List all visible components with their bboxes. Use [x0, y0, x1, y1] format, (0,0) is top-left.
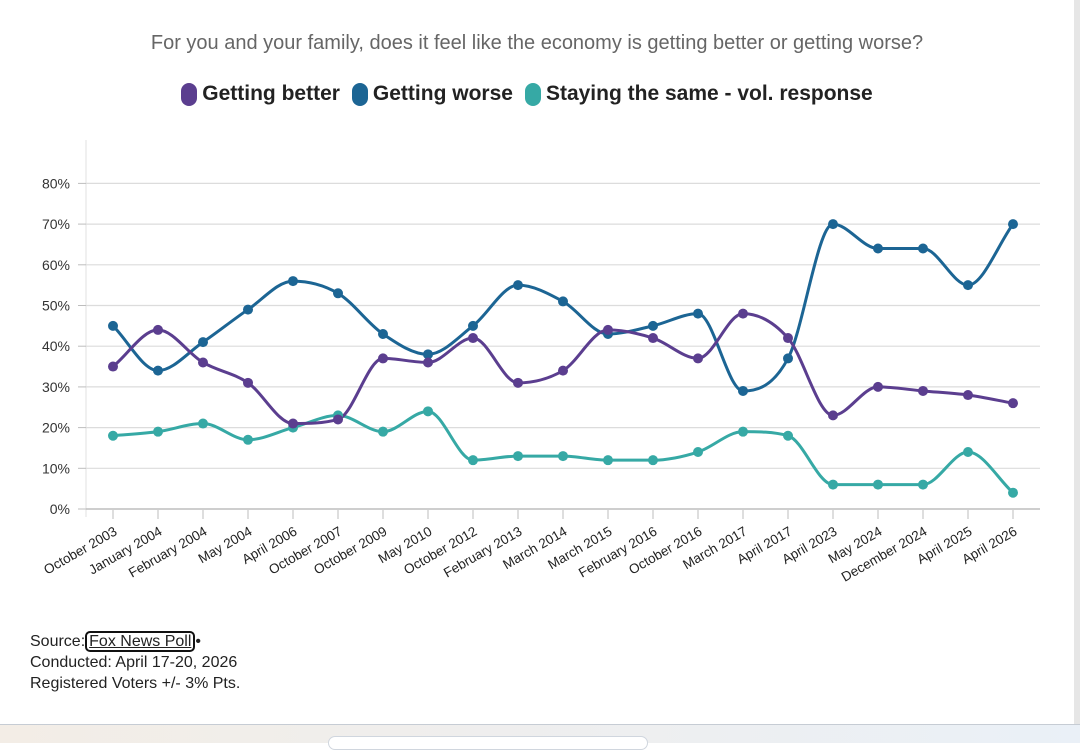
data-point — [558, 365, 568, 376]
legend-label: Getting better — [202, 82, 340, 105]
data-point — [198, 357, 208, 368]
data-point — [378, 353, 388, 364]
data-point — [648, 333, 658, 344]
legend-label: Staying the same - vol. response — [545, 82, 873, 105]
y-tick-label: 50% — [42, 298, 70, 314]
sample-note: Registered Voters +/- 3% Pts. — [30, 675, 241, 692]
data-point — [873, 243, 883, 254]
data-point — [963, 280, 973, 291]
data-point — [828, 479, 838, 490]
data-point — [153, 426, 163, 437]
data-point — [918, 243, 928, 254]
source-block: Source: Fox News Poll • Conducted: April 1… — [30, 631, 240, 694]
y-tick-label: 0% — [50, 501, 70, 517]
series-line — [111, 222, 1015, 393]
data-point — [153, 324, 163, 335]
data-point — [603, 455, 613, 466]
legend-item[interactable]: Staying the same - vol. response — [524, 82, 873, 106]
data-point — [693, 353, 703, 364]
data-point — [828, 410, 838, 421]
data-point — [558, 296, 568, 307]
data-point — [513, 377, 523, 388]
data-point — [693, 447, 703, 458]
y-tick-label: 10% — [42, 460, 70, 476]
data-point — [423, 406, 433, 417]
data-point — [738, 308, 748, 319]
data-point — [783, 353, 793, 364]
legend-item[interactable]: Getting better — [181, 82, 340, 106]
data-point — [603, 324, 613, 335]
data-point — [783, 430, 793, 441]
data-point — [1008, 398, 1018, 409]
data-point — [468, 455, 478, 466]
data-point — [648, 455, 658, 466]
data-point — [1008, 487, 1018, 498]
source-bullet: • — [195, 633, 201, 650]
data-point — [873, 381, 883, 392]
data-point — [243, 434, 253, 445]
legend: Getting better Getting worse Staying the s… — [0, 82, 1054, 106]
data-point — [288, 276, 298, 287]
data-point — [918, 479, 928, 490]
legend-label: Getting worse — [372, 82, 513, 105]
data-point — [918, 385, 928, 396]
data-point — [738, 385, 748, 396]
chart-title: For you and your family, does it feel li… — [150, 32, 924, 54]
y-tick-label: 30% — [42, 379, 70, 395]
y-tick-label: 60% — [42, 257, 70, 273]
legend-swatch — [351, 82, 368, 106]
data-point — [243, 377, 253, 388]
data-point — [198, 418, 208, 429]
chart-plot: 0%10%20%30%40%50%60%70%80%October 2003Ja… — [41, 140, 1040, 585]
data-point — [243, 304, 253, 315]
bottom-pill[interactable] — [328, 736, 648, 750]
legend-swatch — [524, 82, 541, 106]
scrollbar-track[interactable] — [1074, 0, 1080, 724]
legend-swatch — [181, 82, 198, 106]
bottom-bar — [0, 724, 1080, 743]
data-point — [468, 333, 478, 344]
data-point — [738, 426, 748, 437]
data-point — [828, 219, 838, 230]
data-point — [513, 451, 523, 462]
data-point — [873, 479, 883, 490]
data-point — [783, 333, 793, 344]
data-point — [153, 365, 163, 376]
source-label: Source: — [30, 633, 86, 650]
data-point — [963, 447, 973, 458]
data-point — [1008, 219, 1018, 230]
source-link[interactable]: Fox News Poll — [85, 631, 196, 652]
data-point — [513, 280, 523, 291]
source-line: Source: Fox News Poll • — [30, 631, 240, 652]
data-point — [558, 451, 568, 462]
data-point — [648, 320, 658, 331]
data-point — [423, 349, 433, 360]
data-point — [423, 357, 433, 368]
y-tick-label: 80% — [42, 175, 70, 191]
y-tick-label: 70% — [42, 216, 70, 232]
data-point — [378, 426, 388, 437]
data-point — [198, 337, 208, 348]
data-point — [333, 288, 343, 299]
data-point — [963, 390, 973, 401]
data-point — [108, 320, 118, 331]
data-point — [108, 430, 118, 441]
data-point — [108, 361, 118, 372]
legend-item[interactable]: Getting worse — [351, 82, 513, 106]
y-tick-label: 20% — [42, 420, 70, 436]
x-tick-label: October 2003 — [41, 524, 119, 578]
data-point — [468, 320, 478, 331]
data-point — [693, 308, 703, 319]
conducted-text: Conducted: April 17-20, 2026 — [30, 654, 238, 671]
data-point — [333, 414, 343, 425]
data-point — [378, 328, 388, 339]
data-point — [288, 418, 298, 429]
y-tick-label: 40% — [42, 338, 70, 354]
